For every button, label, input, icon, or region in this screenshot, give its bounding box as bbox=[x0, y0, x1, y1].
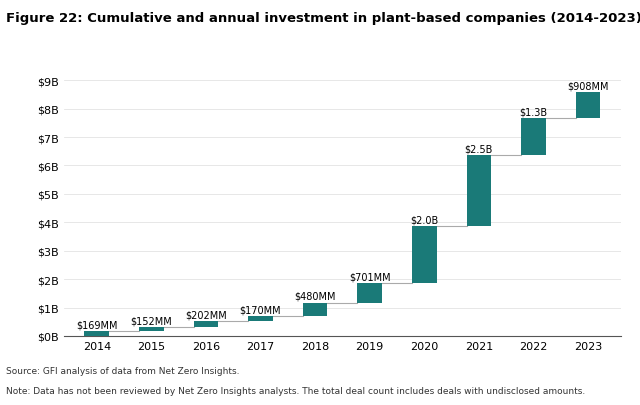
Text: Note: Data has not been reviewed by Net Zero Insights analysts. The total deal c: Note: Data has not been reviewed by Net … bbox=[6, 386, 586, 394]
Text: $169MM: $169MM bbox=[76, 320, 118, 330]
Text: $2.0B: $2.0B bbox=[410, 215, 438, 225]
Bar bbox=[248, 316, 273, 321]
Text: $480MM: $480MM bbox=[294, 291, 336, 301]
Bar bbox=[576, 93, 600, 119]
Bar bbox=[303, 303, 328, 316]
Text: Source: GFI analysis of data from Net Zero Insights.: Source: GFI analysis of data from Net Ze… bbox=[6, 367, 240, 375]
Text: $908MM: $908MM bbox=[567, 81, 609, 91]
Text: $152MM: $152MM bbox=[131, 315, 172, 325]
Bar bbox=[412, 226, 436, 283]
Bar bbox=[357, 283, 382, 303]
Bar bbox=[194, 321, 218, 327]
Bar bbox=[139, 327, 164, 331]
Text: $202MM: $202MM bbox=[185, 310, 227, 320]
Text: $2.5B: $2.5B bbox=[465, 144, 493, 154]
Text: $170MM: $170MM bbox=[240, 305, 282, 315]
Text: Figure 22: Cumulative and annual investment in plant-based companies (2014-2023): Figure 22: Cumulative and annual investm… bbox=[6, 12, 640, 25]
Bar bbox=[467, 156, 491, 226]
Text: $1.3B: $1.3B bbox=[520, 107, 548, 117]
Bar bbox=[521, 119, 546, 156]
Text: $701MM: $701MM bbox=[349, 271, 390, 281]
Bar bbox=[84, 331, 109, 336]
